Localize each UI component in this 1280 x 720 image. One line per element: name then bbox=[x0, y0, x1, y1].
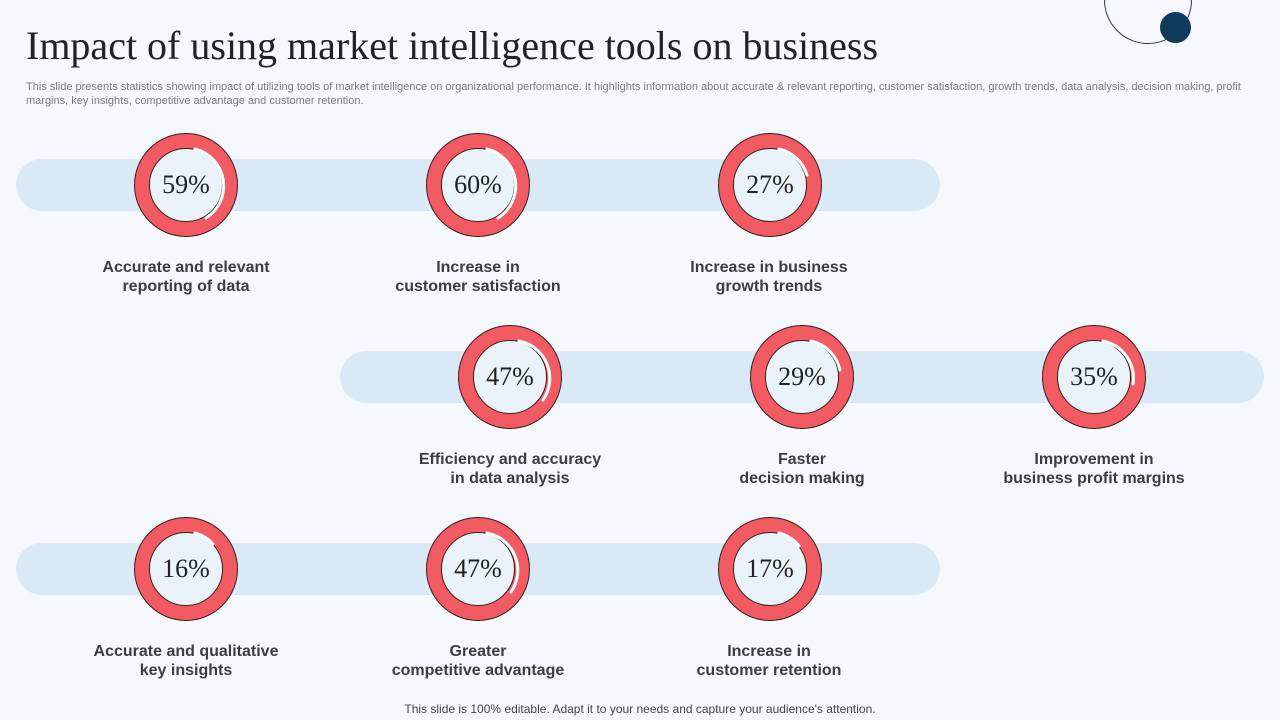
metric-value: 17% bbox=[746, 554, 794, 583]
ring-highlight-arc bbox=[193, 147, 226, 220]
metric-label: Accurate and relevant reporting of data bbox=[102, 259, 270, 295]
metric-ring-competitive-advantage: 47% bbox=[426, 517, 530, 621]
ring-highlight-arc bbox=[777, 531, 801, 548]
metric-ring-growth-trends: 27% bbox=[718, 133, 822, 237]
metric-value: 29% bbox=[778, 362, 826, 391]
ring-highlight-arc bbox=[809, 339, 842, 372]
metric-label: Efficiency and accuracy in data analysis bbox=[418, 451, 602, 487]
metric-label: Faster decision making bbox=[739, 451, 865, 487]
metric-value: 35% bbox=[1070, 362, 1118, 391]
metric-label: Increase in customer retention bbox=[696, 643, 842, 679]
decorative-dot bbox=[1160, 12, 1191, 43]
metric-label: Increase in customer satisfaction bbox=[395, 259, 561, 295]
metric-label: Improvement in business profit margins bbox=[1003, 451, 1185, 487]
metric-label: Accurate and qualitative key insights bbox=[93, 643, 279, 679]
metric-value: 47% bbox=[454, 554, 502, 583]
ring-highlight-arc bbox=[485, 531, 520, 594]
metric-value: 27% bbox=[746, 170, 794, 199]
metric-value: 59% bbox=[162, 170, 210, 199]
metric-label: Greater competitive advantage bbox=[391, 643, 565, 679]
metric-ring-reporting: 59% bbox=[134, 133, 238, 237]
ring-highlight-arc bbox=[517, 339, 552, 402]
metric-label: Increase in business growth trends bbox=[690, 259, 848, 295]
page-title: Impact of using market intelligence tool… bbox=[26, 23, 879, 68]
ring-highlight-arc bbox=[1101, 339, 1135, 386]
metric-ring-key-insights: 16% bbox=[134, 517, 238, 621]
footer-note: This slide is 100% editable. Adapt it to… bbox=[404, 702, 876, 716]
metric-value: 16% bbox=[162, 554, 210, 583]
metric-ring-customer-satisfaction: 60% bbox=[426, 133, 530, 237]
metric-value: 60% bbox=[454, 170, 502, 199]
metric-ring-customer-retention: 17% bbox=[718, 517, 822, 621]
page-subtitle: This slide presents statistics showing i… bbox=[26, 81, 1241, 107]
metric-ring-data-analysis: 47% bbox=[458, 325, 562, 429]
ring-highlight-arc bbox=[485, 147, 518, 220]
metric-ring-decision-making: 29% bbox=[750, 325, 854, 429]
metric-value: 47% bbox=[486, 362, 534, 391]
metric-ring-profit-margins: 35% bbox=[1042, 325, 1146, 429]
ring-highlight-arc bbox=[193, 531, 215, 546]
ring-highlight-arc bbox=[777, 147, 809, 177]
